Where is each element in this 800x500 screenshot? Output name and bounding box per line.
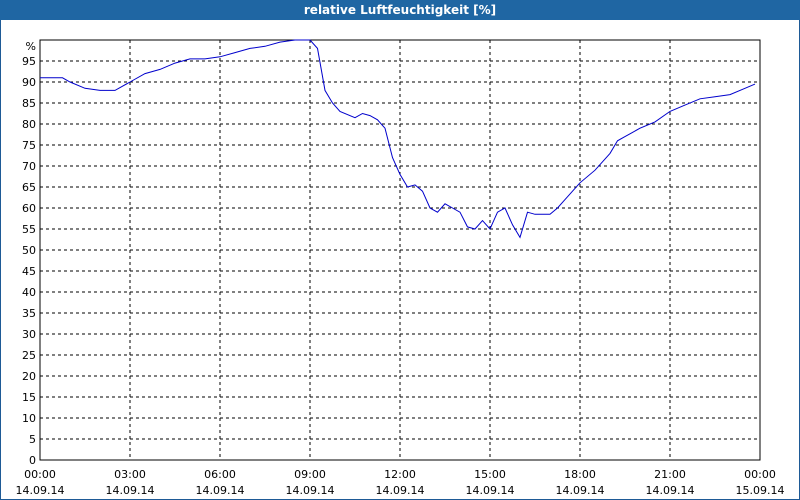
grid-lines xyxy=(40,40,760,460)
x-tick-time: 21:00 xyxy=(654,468,686,481)
x-tick-time: 00:00 xyxy=(24,468,56,481)
y-tick-label: 50 xyxy=(22,244,36,257)
x-tick-time: 18:00 xyxy=(564,468,596,481)
y-tick-label: 40 xyxy=(22,286,36,299)
x-axis: 00:00 14.09.14 03:00 14.09.14 06:00 14.09.14 0… xyxy=(16,468,785,497)
x-tick-date: 14.09.14 xyxy=(286,484,335,497)
plot-area xyxy=(39,39,761,461)
y-tick-label: 20 xyxy=(22,370,36,383)
y-axis: 0 5 10 15 20 25 30 35 40 45 50 55 60 65 70 75 80 85 90 95 xyxy=(22,55,36,467)
y-tick-label: 85 xyxy=(22,97,36,110)
x-tick-time: 15:00 xyxy=(474,468,506,481)
x-tick-date: 14.09.14 xyxy=(466,484,515,497)
y-unit-label: % xyxy=(26,40,36,53)
y-tick-label: 10 xyxy=(22,412,36,425)
y-tick-label: 65 xyxy=(22,181,36,194)
y-tick-label: 25 xyxy=(22,349,36,362)
y-tick-label: 0 xyxy=(29,454,36,467)
x-tick-date: 15.09.14 xyxy=(736,484,785,497)
x-tick-time: 00:00 xyxy=(744,468,776,481)
x-tick-date: 14.09.14 xyxy=(16,484,65,497)
y-tick-label: 45 xyxy=(22,265,36,278)
x-tick-date: 14.09.14 xyxy=(646,484,695,497)
y-tick-label: 5 xyxy=(29,433,36,446)
y-tick-label: 30 xyxy=(22,328,36,341)
x-tick-time: 06:00 xyxy=(204,468,236,481)
y-tick-label: 35 xyxy=(22,307,36,320)
x-tick-date: 14.09.14 xyxy=(556,484,605,497)
y-tick-label: 95 xyxy=(22,55,36,68)
y-tick-label: 80 xyxy=(22,118,36,131)
x-tick-date: 14.09.14 xyxy=(376,484,425,497)
x-tick-date: 14.09.14 xyxy=(106,484,155,497)
humidity-series-line xyxy=(40,39,756,239)
chart-title: relative Luftfeuchtigkeit [%] xyxy=(0,0,800,20)
x-tick-time: 03:00 xyxy=(114,468,146,481)
y-tick-label: 55 xyxy=(22,223,36,236)
x-tick-time: 12:00 xyxy=(384,468,416,481)
x-tick-date: 14.09.14 xyxy=(196,484,245,497)
y-tick-label: 70 xyxy=(22,160,36,173)
y-tick-label: 60 xyxy=(22,202,36,215)
y-tick-label: 75 xyxy=(22,139,36,152)
y-tick-label: 90 xyxy=(22,76,36,89)
y-tick-label: 15 xyxy=(22,391,36,404)
x-tick-time: 09:00 xyxy=(294,468,326,481)
